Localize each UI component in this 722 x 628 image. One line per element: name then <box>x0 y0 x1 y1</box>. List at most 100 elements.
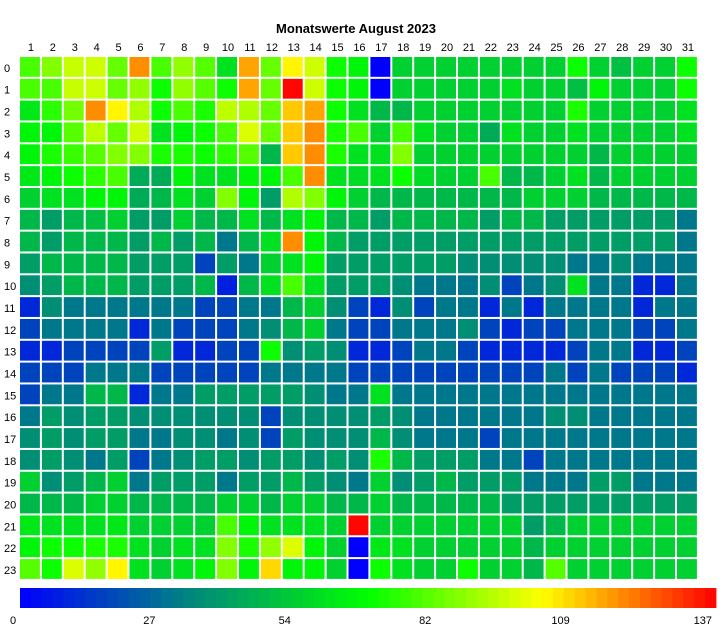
heatmap-cell <box>260 209 281 230</box>
heatmap-cell <box>282 275 303 296</box>
y-tick-label: 19 <box>4 478 16 490</box>
heatmap-cell <box>41 144 62 165</box>
heatmap-cell <box>633 384 654 405</box>
heatmap-cell <box>655 384 675 405</box>
heatmap-cell <box>414 275 435 296</box>
heatmap-cell <box>633 515 654 536</box>
heatmap-cell <box>20 537 40 558</box>
heatmap-cell <box>304 559 325 579</box>
heatmap-cell <box>217 297 237 317</box>
heatmap-cell <box>677 100 697 121</box>
heatmap-cell <box>326 275 347 296</box>
heatmap-cell <box>523 449 544 470</box>
heatmap-cell <box>545 100 566 121</box>
heatmap-cell <box>479 57 500 77</box>
heatmap-cell <box>326 559 347 579</box>
heatmap-cell <box>545 406 566 427</box>
heatmap-cell <box>41 275 62 296</box>
heatmap-cell <box>348 78 369 99</box>
heatmap-cell <box>392 100 413 121</box>
heatmap-cell <box>173 493 194 514</box>
color-scale-segment <box>498 588 510 608</box>
heatmap-cell <box>414 559 435 579</box>
heatmap-cell <box>677 449 697 470</box>
x-tick-label: 6 <box>137 42 143 54</box>
heatmap-cell <box>85 57 106 77</box>
heatmap-cell <box>41 384 62 405</box>
heatmap-cell <box>545 253 566 274</box>
heatmap-cell <box>677 537 697 558</box>
heatmap-cell <box>458 493 478 514</box>
heatmap-cell <box>239 144 259 165</box>
heatmap-cell <box>633 428 654 448</box>
y-tick-label: 15 <box>4 390 16 402</box>
heatmap-cell <box>195 406 216 427</box>
heatmap-cell <box>304 537 325 558</box>
heatmap-cell <box>195 57 216 77</box>
heatmap-cell <box>567 144 588 165</box>
heatmap-cell <box>458 318 478 339</box>
heatmap-cell <box>129 471 150 492</box>
heatmap-cell <box>348 297 369 317</box>
color-scale-bar <box>20 588 717 608</box>
x-tick-label: 11 <box>244 42 255 54</box>
heatmap-cell <box>85 297 106 317</box>
heatmap-cell <box>611 428 632 448</box>
heatmap-cell <box>41 318 62 339</box>
color-scale-segment <box>357 588 369 608</box>
heatmap-cell <box>567 362 588 383</box>
heatmap-cell <box>545 340 566 361</box>
heatmap-cell <box>151 471 172 492</box>
heatmap-cell <box>41 559 62 579</box>
heatmap-cell <box>501 493 522 514</box>
heatmap-cell <box>370 406 391 427</box>
heatmap-cell <box>567 384 588 405</box>
heatmap-cell <box>523 78 544 99</box>
heatmap-cell <box>677 275 697 296</box>
heatmap-cell <box>567 187 588 208</box>
heatmap-cell <box>436 493 456 514</box>
color-scale-tick-label: 54 <box>279 615 291 627</box>
heatmap-cell <box>282 384 303 405</box>
heatmap-cell <box>151 275 172 296</box>
heatmap-cell <box>217 144 237 165</box>
color-scale-segment <box>96 588 108 608</box>
heatmap-cell <box>107 537 128 558</box>
y-tick-label: 17 <box>4 434 16 446</box>
heatmap-cell <box>260 384 281 405</box>
color-scale-segment <box>618 588 630 608</box>
heatmap-cell <box>63 515 84 536</box>
heatmap-cell <box>326 297 347 317</box>
heatmap-cell <box>304 428 325 448</box>
heatmap-cell <box>107 493 128 514</box>
heatmap-cell <box>173 471 194 492</box>
heatmap-cell <box>545 471 566 492</box>
heatmap-cell <box>611 78 632 99</box>
heatmap-cell <box>107 340 128 361</box>
heatmap-cell <box>589 340 610 361</box>
heatmap-cell <box>63 253 84 274</box>
heatmap-cell <box>20 209 40 230</box>
heatmap-cell <box>458 340 478 361</box>
color-scale-segment <box>585 588 597 608</box>
heatmap-cell <box>501 166 522 186</box>
color-scale-segment <box>694 588 706 608</box>
heatmap-cell <box>173 78 194 99</box>
heatmap-cell <box>370 122 391 143</box>
heatmap-cell <box>436 362 456 383</box>
heatmap-cell <box>392 275 413 296</box>
heatmap-cell <box>239 57 259 77</box>
heatmap-cell <box>326 122 347 143</box>
x-tick-label: 8 <box>181 42 187 54</box>
heatmap-cell <box>545 449 566 470</box>
color-scale-segment <box>291 588 304 608</box>
heatmap-cell <box>458 297 478 317</box>
heatmap-cell <box>458 428 478 448</box>
heatmap-cell <box>523 559 544 579</box>
heatmap-cell <box>348 100 369 121</box>
heatmap-cell <box>370 362 391 383</box>
heatmap-cell <box>326 537 347 558</box>
heatmap-cell <box>567 122 588 143</box>
heatmap-cell <box>63 384 84 405</box>
heatmap-cell <box>458 100 478 121</box>
